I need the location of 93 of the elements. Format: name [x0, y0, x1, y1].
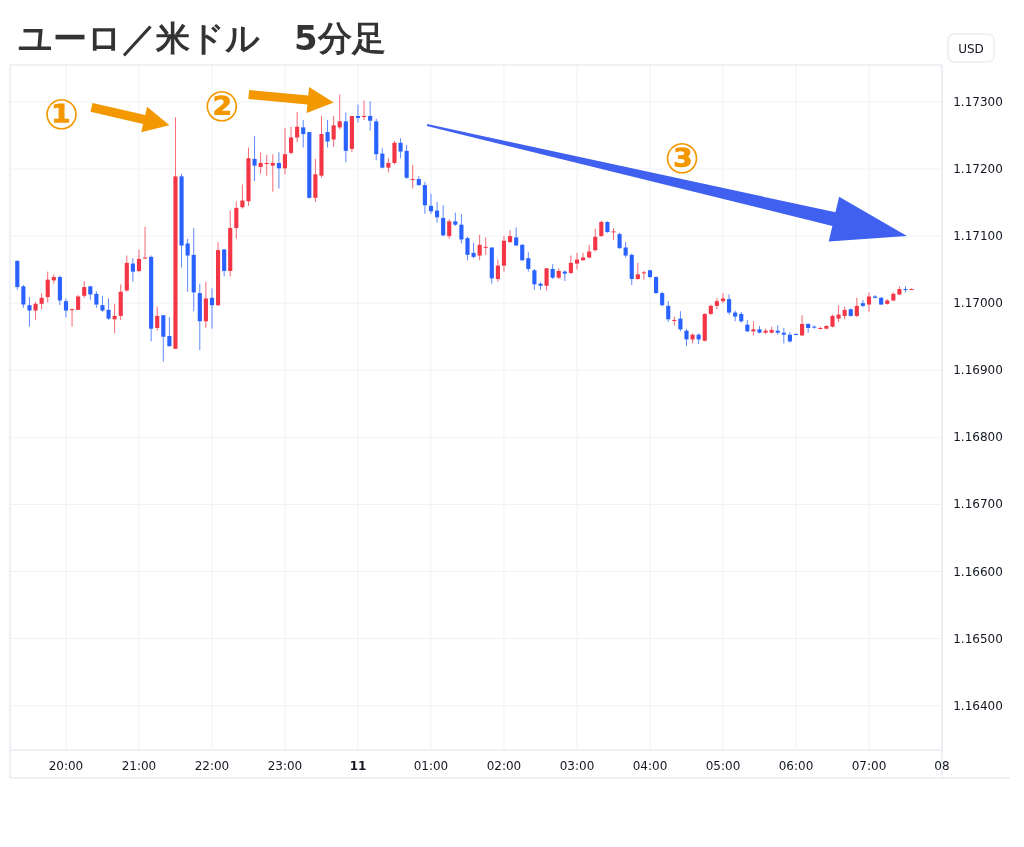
candlestick: [203, 281, 208, 329]
candlestick: [185, 238, 190, 293]
candlestick: [526, 251, 531, 273]
candlestick: [514, 226, 519, 247]
candlestick: [33, 301, 38, 321]
x-tick-label: 02:00: [486, 759, 522, 773]
candlestick: [544, 267, 549, 291]
candlestick: [209, 287, 215, 330]
candlestick: [337, 94, 342, 130]
candlestick: [301, 119, 306, 149]
y-tick-label: 1.16700: [953, 497, 1003, 512]
candlestick: [45, 271, 50, 303]
candlestick: [866, 291, 872, 313]
candlestick: [860, 299, 865, 308]
candlestick: [854, 297, 859, 318]
candlestick: [593, 228, 598, 253]
y-tick-label: 1.17100: [953, 229, 1003, 244]
candlestick: [282, 127, 288, 175]
y-tick-label: 1.17000: [953, 296, 1003, 311]
y-tick-label: 1.16800: [953, 430, 1003, 445]
candlestick: [422, 181, 427, 215]
candlestick: [392, 140, 397, 165]
x-tick-label: 23:00: [267, 759, 303, 773]
y-tick-label: 1.17300: [953, 94, 1003, 109]
x-tick-label: 22:00: [194, 759, 230, 773]
y-tick-label: 1.17200: [953, 161, 1003, 176]
y-tick-label: 1.16600: [953, 564, 1003, 579]
candlestick: [477, 234, 482, 261]
candlestick: [678, 310, 683, 332]
y-tick-label: 1.16400: [953, 698, 1003, 713]
candlestick: [69, 308, 75, 328]
x-tick-label: 01:00: [413, 759, 449, 773]
annotation: ③: [664, 134, 700, 183]
candlestick: [27, 296, 32, 328]
candlestick: [167, 316, 172, 348]
candlestick: [441, 204, 446, 237]
y-tick-label: 1.16900: [953, 363, 1003, 378]
candlestick: [21, 284, 26, 309]
candlestick: [234, 200, 239, 240]
x-tick-label: 06:00: [778, 759, 814, 773]
candlestick: [410, 164, 415, 189]
y-axis-title: USD: [958, 42, 984, 56]
candlestick: [264, 154, 269, 177]
candlestick: [313, 158, 318, 203]
chart-title: ユーロ／米ドル 5分足: [18, 18, 386, 58]
candlestick: [136, 249, 142, 273]
candlestick: [428, 193, 434, 215]
candlestick: [331, 115, 336, 148]
candlestick: [57, 275, 62, 306]
candlestick: [161, 314, 166, 363]
candlestick: [130, 257, 135, 283]
x-tick-label: 20:00: [48, 759, 84, 773]
candlestick: [155, 306, 160, 332]
candlestick: [641, 270, 646, 281]
x-tick-label: 21:00: [121, 759, 157, 773]
candlestick: [720, 292, 726, 304]
x-tick-label: 11: [349, 759, 367, 773]
candlestick: [812, 324, 817, 330]
candlestick: [483, 236, 488, 256]
x-tick-label: 05:00: [705, 759, 741, 773]
x-tick-label: 07:00: [851, 759, 887, 773]
candlestick: [222, 248, 227, 277]
candlestick: [295, 111, 300, 143]
candlestick: [355, 104, 361, 124]
x-tick-label: 03:00: [559, 759, 595, 773]
candlestick: [361, 100, 367, 121]
annotation: ②: [203, 81, 240, 131]
candlestick: [398, 137, 403, 159]
candlestick: [611, 227, 616, 241]
candlestick: [276, 151, 281, 189]
candlestick: [495, 259, 500, 283]
candlestick: [568, 255, 573, 275]
y-tick-label: 1.16500: [953, 631, 1003, 646]
candlestick: [574, 252, 580, 271]
x-tick-label: 08: [934, 759, 950, 773]
candlestick: [800, 314, 805, 337]
candlestick: [727, 293, 732, 316]
x-tick-label: 04:00: [632, 759, 668, 773]
candlestick: [447, 218, 452, 240]
candlestick: [142, 226, 148, 260]
candlestick: [532, 268, 537, 291]
candlestick: [714, 297, 719, 310]
candlestick: [666, 300, 671, 323]
candlestick: [63, 297, 69, 318]
annotation: ①: [43, 90, 80, 140]
candlestick: [325, 119, 330, 149]
candlestick: [459, 213, 464, 244]
candlestick: [258, 151, 263, 175]
candlestick: [508, 229, 513, 244]
candlestick: [288, 126, 294, 155]
candlestick: [368, 100, 373, 132]
candlestick: [252, 135, 257, 182]
candlestick: [270, 153, 275, 193]
